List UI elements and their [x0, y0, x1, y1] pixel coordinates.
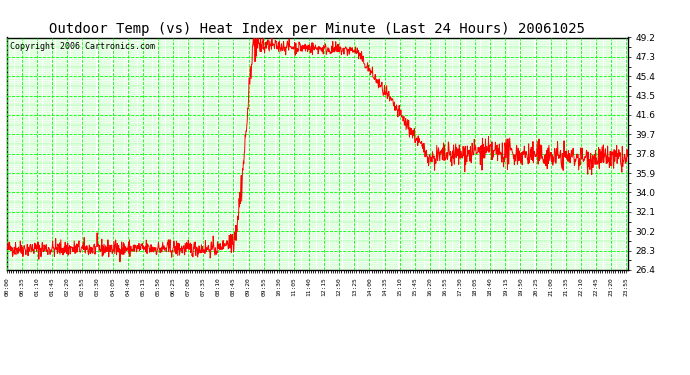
Title: Outdoor Temp (vs) Heat Index per Minute (Last 24 Hours) 20061025: Outdoor Temp (vs) Heat Index per Minute …: [50, 22, 585, 36]
Text: Copyright 2006 Cartronics.com: Copyright 2006 Cartronics.com: [10, 42, 155, 51]
